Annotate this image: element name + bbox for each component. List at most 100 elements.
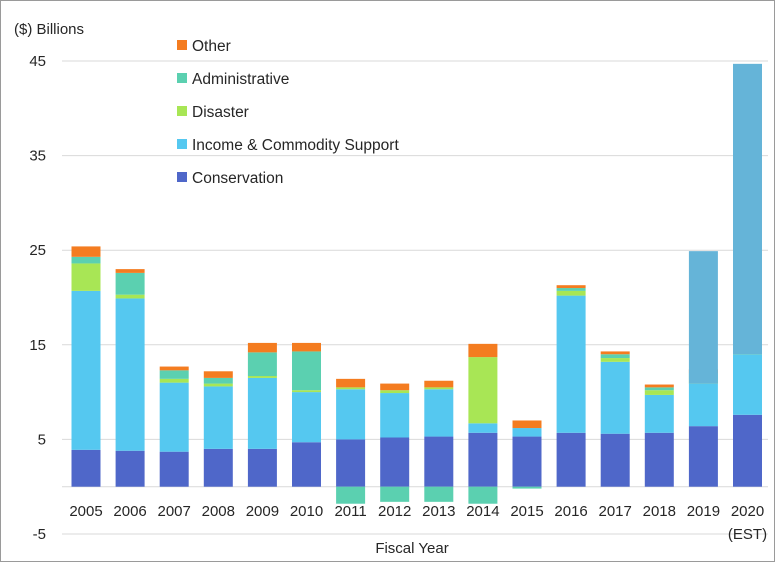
x-tick-label: 2013	[422, 503, 455, 520]
bar-segment	[512, 436, 542, 487]
bar-segment	[336, 439, 366, 487]
bar-segment	[71, 449, 101, 487]
legend-label: Administrative	[192, 71, 289, 88]
bar-segment	[468, 423, 498, 433]
y-tick-label: 45	[29, 53, 46, 70]
bar-segment	[644, 387, 674, 391]
bar-segment	[203, 377, 233, 384]
bar-segment	[644, 432, 674, 487]
tick-labels: -5 5 15 25 35 45 2005 2006 2007 2008 2009 2010 2011 2…	[29, 53, 767, 543]
x-tick-label: 2018	[643, 503, 676, 520]
bar-segment	[644, 384, 674, 388]
bar-segment	[159, 370, 189, 379]
bar-segment	[115, 269, 145, 273]
bar-segment	[159, 451, 189, 487]
bar-segment	[600, 358, 630, 362]
bar-segment	[247, 352, 277, 377]
bar-segment	[600, 433, 630, 487]
x-tick-label: 2012	[378, 503, 411, 520]
bar-segment	[556, 432, 586, 487]
x-tick-label: 2006	[113, 503, 146, 520]
y-tick-label: -5	[33, 526, 46, 543]
bar-segment	[600, 351, 630, 355]
x-tick-label: 2014	[466, 503, 499, 520]
y-tick-label: 5	[38, 431, 46, 448]
legend-label: Conservation	[192, 170, 283, 187]
x-tick-label: 2016	[554, 503, 587, 520]
bar-segment	[159, 366, 189, 371]
bar-segment	[71, 256, 101, 264]
legend-label: Income & Commodity Support	[192, 137, 399, 154]
bar-segment	[203, 386, 233, 449]
bar-overlay	[688, 251, 718, 384]
bar-segment	[733, 414, 762, 487]
bar-segment	[336, 378, 366, 388]
x-tick-label: 2010	[290, 503, 323, 520]
bar-segment	[71, 263, 101, 291]
bar-segment	[424, 389, 454, 437]
bar-segment	[115, 450, 145, 487]
bar-segment	[247, 342, 277, 353]
x-tick-label: 2008	[202, 503, 235, 520]
bar-segment	[424, 436, 454, 487]
y-tick-label: 25	[29, 242, 46, 259]
bar-segment	[380, 486, 410, 502]
bar-segment	[644, 390, 674, 395]
bar-segment	[380, 393, 410, 438]
x-tick-label: 2005	[69, 503, 102, 520]
y-axis-title: ($) Billions	[14, 21, 84, 38]
bar-segment	[203, 383, 233, 387]
bar-segment	[512, 420, 542, 429]
bars	[71, 63, 762, 504]
bar-overlay	[733, 63, 762, 355]
x-tick-label: 2020	[731, 503, 764, 520]
bar-segment	[292, 342, 321, 352]
legend-label: Other	[192, 38, 231, 55]
bar-segment	[424, 387, 454, 390]
legend-swatch	[177, 40, 187, 50]
bar-segment	[424, 380, 454, 388]
bar-segment	[380, 437, 410, 487]
bar-segment	[688, 426, 718, 487]
legend: Other Administrative Disaster Income & Comm…	[177, 38, 399, 187]
bar-segment	[688, 383, 718, 427]
bar-segment	[247, 376, 277, 378]
legend-swatch	[177, 139, 187, 149]
x-tick-label: 2017	[599, 503, 632, 520]
bar-segment	[159, 382, 189, 452]
bar-segment	[115, 272, 145, 295]
bar-segment	[71, 246, 101, 257]
legend-swatch	[177, 73, 187, 83]
bar-segment	[600, 361, 630, 434]
bar-segment	[292, 351, 321, 391]
x-axis-title: Fiscal Year	[375, 540, 448, 557]
x-tick-label: 2019	[687, 503, 720, 520]
bar-segment	[203, 448, 233, 487]
bar-segment	[644, 394, 674, 433]
bar-segment	[115, 298, 145, 451]
bar-segment	[380, 390, 410, 394]
x-tick-label: 2015	[510, 503, 543, 520]
bar-segment	[115, 294, 145, 299]
bar-segment	[336, 389, 366, 440]
x-tick-label: 2007	[158, 503, 191, 520]
bar-segment	[380, 383, 410, 391]
bar-segment	[468, 486, 498, 504]
bar-segment	[468, 357, 498, 424]
bar-segment	[468, 343, 498, 358]
legend-label: Disaster	[192, 104, 249, 121]
bar-segment	[292, 392, 321, 443]
x-tick-label: 2011	[334, 503, 366, 520]
bar-segment	[71, 290, 101, 450]
bar-segment	[336, 486, 366, 504]
x-tick-label: 2009	[246, 503, 279, 520]
bar-segment	[247, 448, 277, 487]
bar-segment	[556, 290, 586, 296]
bar-segment	[600, 354, 630, 359]
bar-segment	[247, 377, 277, 449]
bar-segment	[336, 387, 366, 390]
bar-segment	[203, 371, 233, 378]
bar-segment	[512, 428, 542, 437]
bar-segment	[292, 390, 321, 393]
